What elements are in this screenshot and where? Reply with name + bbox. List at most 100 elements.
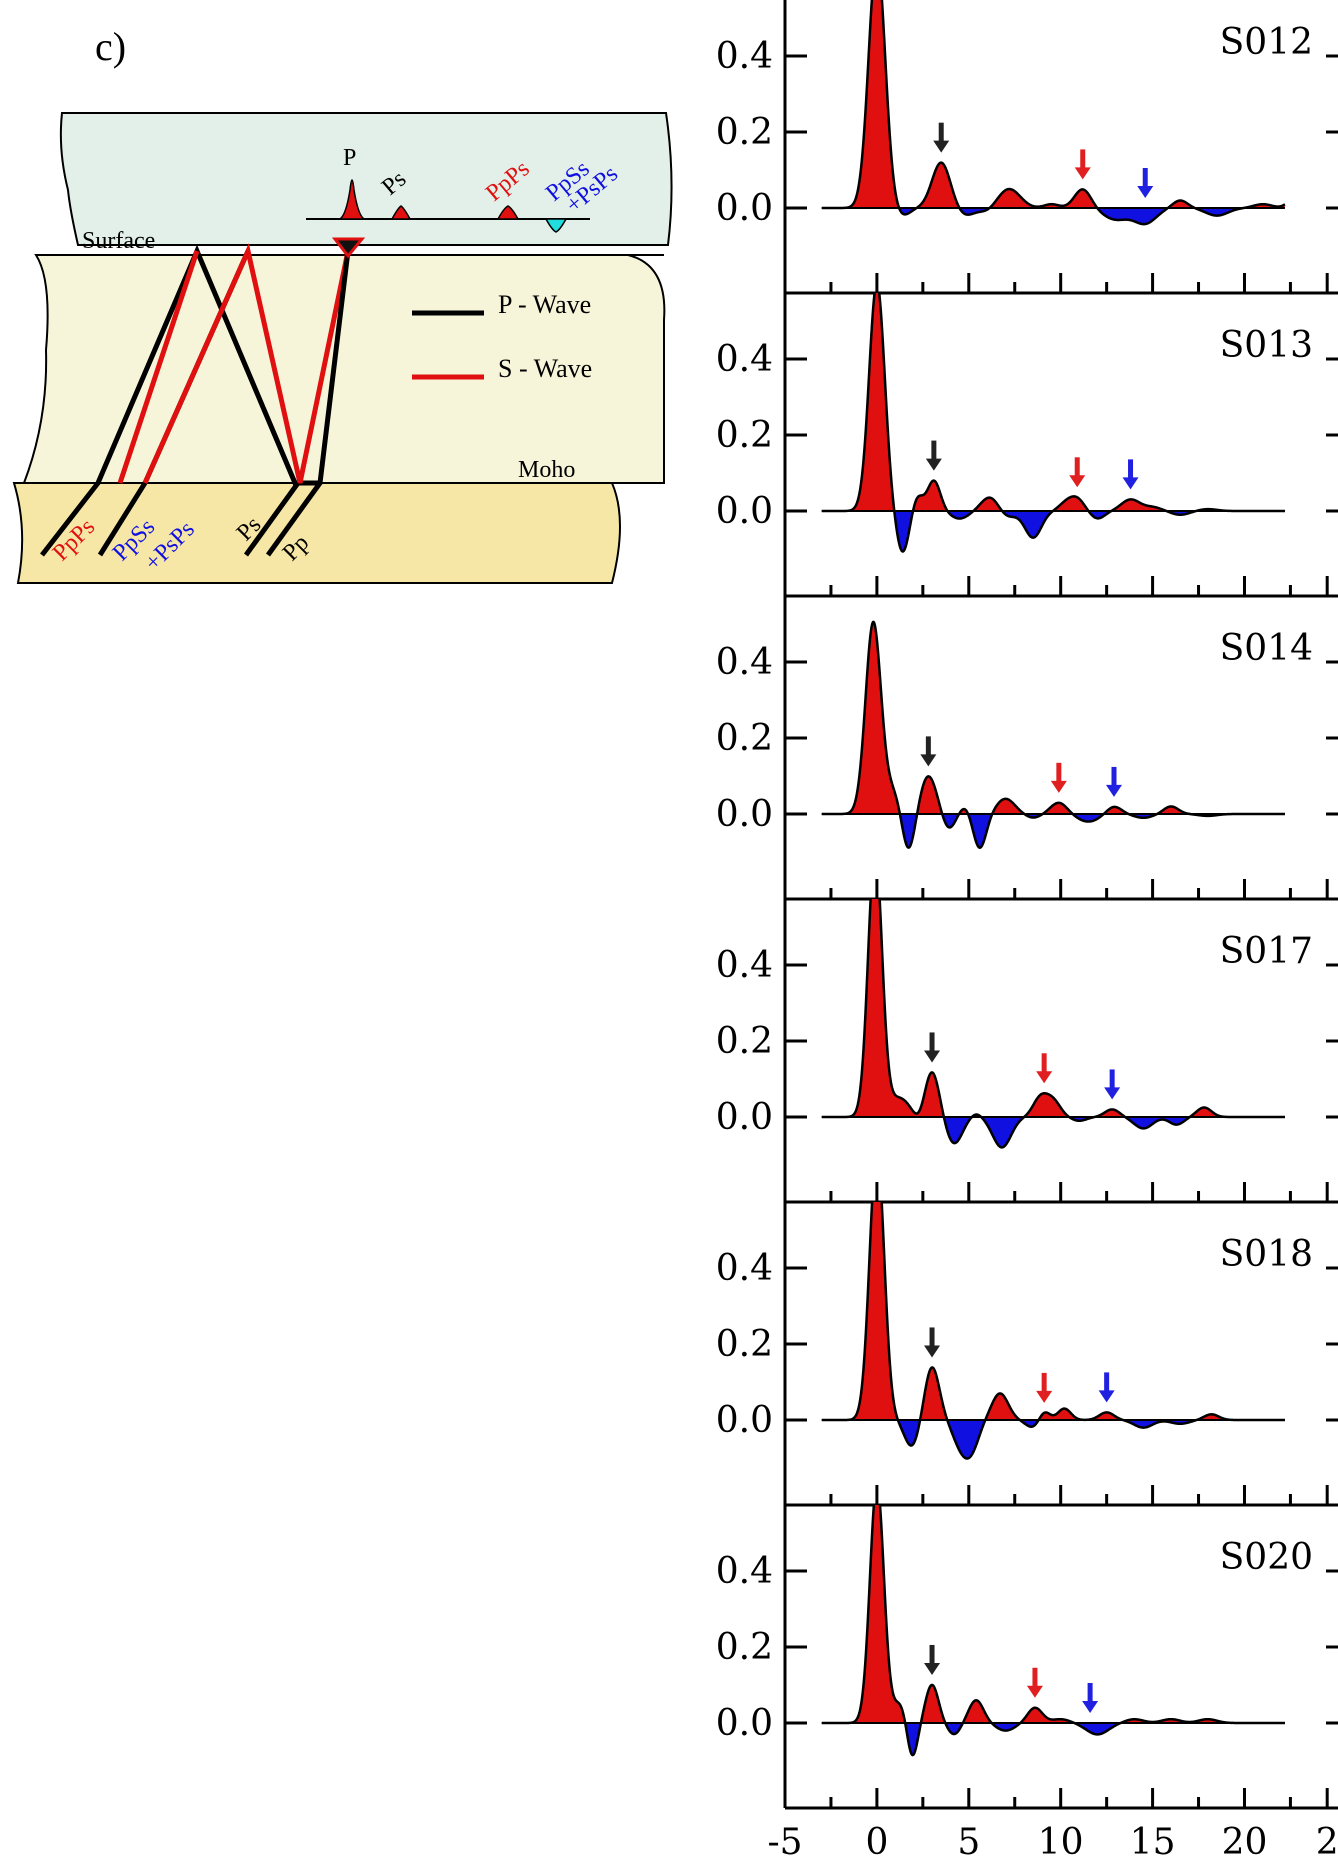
negative-fill-S017 — [821, 1117, 1285, 1148]
trace-S018 — [821, 1202, 1285, 1460]
arrival-arrow-ps-S014 — [920, 736, 937, 767]
arrival-arrow-ppps-S020 — [1026, 1667, 1043, 1698]
mantle-layer — [12, 482, 621, 584]
station-label-S020: S020 — [1220, 1537, 1313, 1578]
y-tick-label: 0.4 — [716, 945, 773, 986]
ray-ppss-s — [142, 243, 351, 485]
top-layer — [59, 112, 673, 246]
y-tick-label: 0.2 — [716, 415, 773, 456]
y-tick-label: 0.2 — [716, 718, 773, 759]
arrival-arrow-ppss-S018 — [1098, 1372, 1115, 1403]
negative-fill-S013 — [821, 511, 1285, 552]
negative-fill-S020 — [821, 1723, 1285, 1756]
arrival-arrow-ps-S018 — [924, 1327, 941, 1358]
y-tick-label: 0.0 — [716, 1703, 773, 1744]
negative-fill-S014 — [821, 814, 1285, 848]
legend-label-p: P - Wave — [498, 290, 591, 319]
station-panel-S018: 0.0 0.2 0.4 S018 — [716, 1202, 1338, 1507]
legend-label-s: S - Wave — [498, 354, 592, 383]
ray-pp-p — [265, 250, 351, 557]
arrival-arrow-ppps-S017 — [1036, 1053, 1053, 1084]
pulse-ppss — [544, 218, 568, 233]
station-label-S017: S017 — [1220, 931, 1313, 972]
ray-paths — [40, 243, 351, 557]
ray-diagram: Surface Moho P Ps PpPs PpSs +PsPs — [12, 112, 673, 584]
arrival-arrow-ps-S013 — [925, 440, 942, 471]
positive-fill-S013 — [821, 293, 1285, 511]
x-tick-label: 15 — [1130, 1822, 1176, 1858]
pulse-label-p: P — [343, 145, 356, 171]
y-tick-label: 0.4 — [716, 339, 773, 380]
arrival-arrow-ppss-S012 — [1137, 168, 1154, 198]
y-tick-label: 0.0 — [716, 188, 773, 229]
surface-label: Surface — [82, 228, 155, 254]
station-label-S013: S013 — [1220, 325, 1313, 366]
waveform-S017 — [821, 899, 1285, 1149]
arrival-arrow-ps-S017 — [924, 1032, 941, 1063]
station-panel-S020: 0.0 0.2 0.4 S020 — [716, 1505, 1338, 1810]
positive-fill-S018 — [821, 1202, 1285, 1420]
arrival-arrow-ppss-S017 — [1104, 1069, 1121, 1100]
trace-S017 — [821, 899, 1285, 1149]
station-panel-S013: 0.0 0.2 0.4 S013 — [716, 293, 1338, 598]
station-panel-S014: 0.0 0.2 0.4 S014 — [716, 596, 1338, 901]
y-tick-label: 0.0 — [716, 1097, 773, 1138]
y-tick-label: 0.4 — [716, 36, 773, 77]
crust-layer — [22, 254, 666, 484]
panel-label: c) — [95, 24, 126, 69]
arrival-arrow-ppss-S020 — [1082, 1683, 1099, 1713]
negative-fill-S018 — [821, 1420, 1285, 1459]
x-tick-label: 0 — [865, 1822, 888, 1858]
pulse-ppps — [496, 205, 520, 220]
x-tick-label: 5 — [957, 1822, 980, 1858]
trace-S014 — [821, 620, 1285, 849]
station-label-S012: S012 — [1220, 22, 1313, 63]
arrival-arrow-ppps-S018 — [1036, 1372, 1053, 1403]
legend: P - Wave S - Wave — [412, 290, 592, 383]
moho-label: Moho — [518, 457, 575, 483]
pulse-p — [337, 179, 367, 220]
y-tick-label: 0.0 — [716, 794, 773, 835]
y-tick-label: 0.0 — [716, 1400, 773, 1441]
arrival-arrow-ppps-S012 — [1074, 149, 1091, 180]
waveform-S014 — [821, 620, 1285, 849]
station-panel-S017: 0.0 0.2 0.4 S017 — [716, 899, 1338, 1204]
station-label-S018: S018 — [1220, 1234, 1313, 1275]
waveform-S012 — [821, 0, 1286, 226]
y-tick-label: 0.2 — [716, 1021, 773, 1062]
x-tick-label: 10 — [1038, 1822, 1084, 1858]
ray-ppps-s — [117, 250, 200, 484]
positive-fill-S012 — [821, 0, 1285, 208]
x-tick-label: 20 — [1222, 1822, 1268, 1858]
positive-fill-S014 — [821, 621, 1285, 814]
arrival-arrow-ps-S020 — [924, 1644, 941, 1675]
y-tick-label: 0.4 — [716, 1551, 773, 1592]
waveform-S020 — [821, 1505, 1285, 1757]
y-tick-label: 0.4 — [716, 1248, 773, 1289]
pulse-ps — [390, 205, 412, 220]
positive-fill-S020 — [821, 1505, 1285, 1723]
arrival-arrow-ppps-S013 — [1069, 457, 1086, 488]
x-tick-labels: -5 0 5 10 15 20 2 — [767, 1822, 1338, 1858]
y-tick-label: 0.4 — [716, 642, 773, 683]
trace-S013 — [821, 293, 1285, 553]
y-tick-label: 0.2 — [716, 1627, 773, 1668]
y-tick-label: 0.2 — [716, 112, 773, 153]
x-tick-label: -5 — [767, 1822, 802, 1858]
waveform-S018 — [821, 1202, 1285, 1460]
y-tick-label: 0.0 — [716, 491, 773, 532]
arrival-arrow-ppps-S014 — [1050, 762, 1067, 793]
arrival-arrow-ps-S012 — [933, 122, 950, 153]
positive-fill-S017 — [821, 899, 1285, 1117]
station-label-S014: S014 — [1220, 628, 1313, 669]
station-panel-S012: 0.0 0.2 0.4 S012 — [716, 0, 1338, 295]
trace-S020 — [821, 1505, 1285, 1757]
trace-S012 — [821, 0, 1286, 226]
ray-ps-p — [243, 481, 301, 557]
y-tick-label: 0.2 — [716, 1324, 773, 1365]
x-tick-label: 2 — [1316, 1822, 1338, 1858]
station-triangle — [331, 237, 366, 259]
arrival-arrow-ppss-S014 — [1105, 766, 1122, 797]
